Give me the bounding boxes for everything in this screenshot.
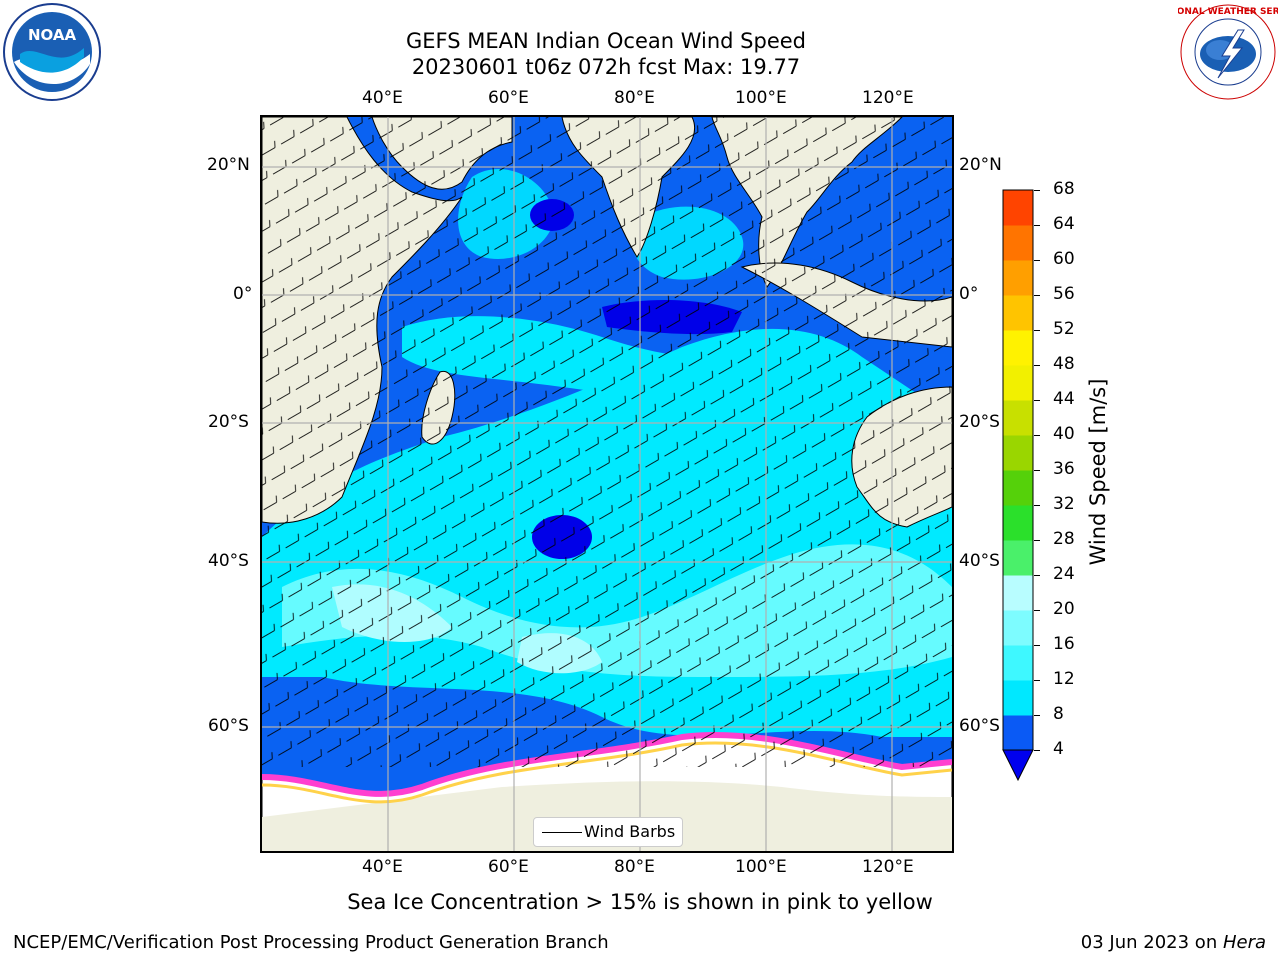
- nws-logo: NATIONAL WEATHER SERVICE: [1153, 2, 1280, 102]
- map-legend: Wind Barbs: [533, 817, 683, 847]
- lon-tick-bottom-120e: 120°E: [862, 857, 914, 877]
- lon-tick-top-120e: 120°E: [862, 88, 914, 108]
- lon-tick-bottom-60e: 60°E: [488, 857, 529, 877]
- colorbar-segment: [1003, 295, 1033, 331]
- lon-tick-top-60e: 60°E: [488, 88, 529, 108]
- lat-tick-left-0: 0°: [233, 284, 253, 304]
- colorbar-svg: [1002, 189, 1034, 782]
- footer-right: 03 Jun 2023 on Hera: [1081, 932, 1266, 953]
- colorbar-tick-label: 28: [1053, 529, 1075, 549]
- lon-tick-top-40e: 40°E: [362, 88, 403, 108]
- lon-tick-bottom-40e: 40°E: [362, 857, 403, 877]
- colorbar-tick-label: 52: [1053, 319, 1075, 339]
- colorbar-tick-mark: [1034, 575, 1040, 576]
- colorbar-segment: [1003, 190, 1033, 226]
- wind-speed-map: [262, 117, 952, 851]
- colorbar-tick-mark: [1034, 365, 1040, 366]
- legend-line-icon: [542, 832, 582, 833]
- lat-tick-left-40s: 40°S: [208, 551, 249, 571]
- colorbar-tick-label: 44: [1053, 389, 1075, 409]
- colorbar-segment: [1003, 505, 1033, 541]
- colorbar-tick-label: 60: [1053, 249, 1075, 269]
- chart-title: GEFS MEAN Indian Ocean Wind Speed: [405, 29, 807, 53]
- wind-barbs-overlay: [262, 117, 952, 767]
- colorbar-segment: [1003, 575, 1033, 611]
- lat-tick-right-0: 0°: [959, 284, 979, 304]
- lon-tick-bottom-80e: 80°E: [614, 857, 655, 877]
- lat-tick-left-20n: 20°N: [207, 155, 250, 175]
- colorbar-segment: [1003, 400, 1033, 436]
- lat-tick-right-20n: 20°N: [959, 155, 1002, 175]
- lat-tick-right-60s: 60°S: [959, 716, 1000, 736]
- colorbar-tick-label: 4: [1053, 739, 1064, 759]
- colorbar-under-triangle: [1002, 749, 1034, 782]
- colorbar-segment: [1003, 470, 1033, 506]
- chart-subtitle: 20230601 t06z 072h fcst Max: 19.77: [411, 55, 801, 79]
- colorbar-segment: [1003, 225, 1033, 261]
- colorbar-tick-mark: [1034, 750, 1040, 751]
- colorbar-tick-label: 32: [1053, 494, 1075, 514]
- colorbar-tick-label: 48: [1053, 354, 1075, 374]
- colorbar-tick-mark: [1034, 645, 1040, 646]
- footer-date: 03 Jun 2023 on: [1080, 932, 1223, 953]
- map-panel: [260, 115, 954, 853]
- lat-tick-left-60s: 60°S: [208, 716, 249, 736]
- colorbar-tick-label: 16: [1053, 634, 1075, 654]
- colorbar-tick-label: 20: [1053, 599, 1075, 619]
- nws-logo-text: NATIONAL WEATHER SERVICE: [1178, 7, 1278, 17]
- colorbar-tick-mark: [1034, 715, 1040, 716]
- colorbar-segment: [1003, 645, 1033, 681]
- colorbar-segment: [1003, 610, 1033, 646]
- colorbar-segment: [1003, 680, 1033, 716]
- lat-tick-right-40s: 40°S: [959, 551, 1000, 571]
- colorbar-tick-label: 8: [1053, 704, 1064, 724]
- colorbar-tick-label: 24: [1053, 564, 1075, 584]
- map-gridlines: [262, 117, 952, 851]
- colorbar-tick-mark: [1034, 505, 1040, 506]
- colorbar-segment: [1003, 435, 1033, 471]
- colorbar-tick-mark: [1034, 225, 1040, 226]
- colorbar-segment: [1003, 715, 1033, 751]
- footer-machine: Hera: [1222, 932, 1266, 953]
- colorbar-segment: [1003, 540, 1033, 576]
- colorbar-tick-mark: [1034, 330, 1040, 331]
- colorbar-tick-mark: [1034, 610, 1040, 611]
- noaa-logo-text: NOAA: [28, 26, 77, 44]
- colorbar-label: Wind Speed [m/s]: [1086, 378, 1110, 566]
- colorbar-segment: [1003, 330, 1033, 366]
- colorbar-tick-label: 68: [1053, 179, 1075, 199]
- land-antarctica-interior: [262, 781, 952, 851]
- colorbar-tick-mark: [1034, 435, 1040, 436]
- colorbar-tick-mark: [1034, 400, 1040, 401]
- colorbar-tick-label: 56: [1053, 284, 1075, 304]
- colorbar-segment: [1003, 260, 1033, 296]
- sea-ice-note: Sea Ice Concentration > 15% is shown in …: [347, 890, 933, 914]
- colorbar-tick-mark: [1034, 260, 1040, 261]
- colorbar-tick-label: 36: [1053, 459, 1075, 479]
- colorbar-outline: [1002, 189, 1034, 751]
- colorbar-tick-label: 64: [1053, 214, 1075, 234]
- lat-tick-right-20s: 20°S: [959, 412, 1000, 432]
- footer-left: NCEP/EMC/Verification Post Processing Pr…: [13, 932, 609, 953]
- lon-tick-top-100e: 100°E: [735, 88, 787, 108]
- colorbar-segment: [1003, 365, 1033, 401]
- colorbar-tick-label: 12: [1053, 669, 1075, 689]
- colorbar-tick-mark: [1034, 190, 1040, 191]
- colorbar-tick-label: 40: [1053, 424, 1075, 444]
- colorbar-tick-mark: [1034, 295, 1040, 296]
- noaa-logo: NOAA: [2, 2, 102, 102]
- lat-tick-left-20s: 20°S: [208, 412, 249, 432]
- colorbar-tick-mark: [1034, 540, 1040, 541]
- colorbar: [1002, 188, 1034, 782]
- colorbar-tick-mark: [1034, 680, 1040, 681]
- lon-tick-top-80e: 80°E: [614, 88, 655, 108]
- colorbar-tick-mark: [1034, 470, 1040, 471]
- lon-tick-bottom-100e: 100°E: [735, 857, 787, 877]
- legend-label: Wind Barbs: [584, 822, 676, 841]
